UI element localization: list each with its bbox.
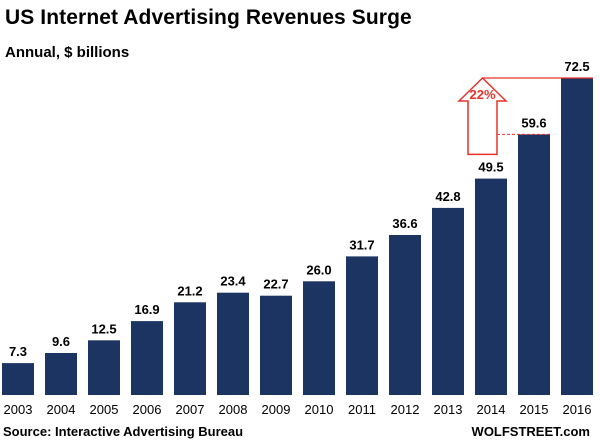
x-tick-2010: 2010 (305, 402, 334, 417)
bar-2006 (131, 321, 163, 395)
value-label-2007: 21.2 (177, 283, 202, 298)
value-label-2016: 72.5 (564, 59, 589, 74)
x-tick-2015: 2015 (520, 402, 549, 417)
value-label-2006: 16.9 (134, 302, 159, 317)
brand-logo: WOLFSTREET.com (471, 424, 590, 439)
bar-2014 (475, 178, 507, 395)
x-tick-2009: 2009 (262, 402, 291, 417)
value-label-2011: 31.7 (349, 237, 374, 252)
x-tick-2003: 2003 (4, 402, 33, 417)
value-label-2004: 9.6 (52, 334, 70, 349)
value-labels-layer: 7.3 9.6 12.5 16.9 21.2 23.4 22.7 26.0 31.7 36.6 42… (9, 59, 590, 359)
bar-2010 (303, 281, 335, 395)
bars-layer (2, 78, 593, 395)
x-tick-labels-layer: 2003 2004 2005 2006 2007 2008 2009 2010 2011 2012… (4, 402, 592, 417)
bar-2008 (217, 292, 249, 395)
chart-subtitle: Annual, $ billions (5, 44, 130, 61)
x-tick-2004: 2004 (47, 402, 76, 417)
value-label-2003: 7.3 (9, 344, 27, 359)
up-arrow-icon (457, 76, 508, 156)
x-tick-2008: 2008 (219, 402, 248, 417)
value-label-2010: 26.0 (306, 262, 331, 277)
bar-2015 (518, 134, 550, 395)
x-tick-2005: 2005 (90, 402, 119, 417)
x-tick-2006: 2006 (133, 402, 162, 417)
bar-2003 (2, 363, 34, 395)
bar-2016 (561, 78, 593, 395)
chart-title: US Internet Advertising Revenues Surge (5, 6, 412, 29)
x-tick-2016: 2016 (563, 402, 592, 417)
x-tick-2014: 2014 (477, 402, 506, 417)
x-tick-2007: 2007 (176, 402, 205, 417)
value-label-2005: 12.5 (91, 321, 116, 336)
source-note: Source: Interactive Advertising Bureau (3, 424, 244, 439)
bar-2013 (432, 207, 464, 395)
bar-2009 (260, 295, 292, 395)
bar-2004 (45, 353, 77, 395)
x-tick-2013: 2013 (434, 402, 463, 417)
bar-2011 (346, 256, 378, 395)
value-label-2009: 22.7 (263, 277, 288, 292)
bar-2005 (88, 340, 120, 395)
growth-percent-label: 22% (469, 87, 495, 102)
value-label-2014: 49.5 (478, 160, 503, 175)
x-tick-2011: 2011 (348, 402, 376, 417)
growth-annotation: 22% (457, 76, 593, 156)
value-label-2008: 23.4 (220, 274, 246, 289)
bar-2007 (174, 302, 206, 395)
bar-2012 (389, 235, 421, 395)
x-tick-2012: 2012 (391, 402, 420, 417)
value-label-2015: 59.6 (521, 115, 546, 130)
value-label-2012: 36.6 (392, 216, 417, 231)
value-label-2013: 42.8 (435, 189, 460, 204)
